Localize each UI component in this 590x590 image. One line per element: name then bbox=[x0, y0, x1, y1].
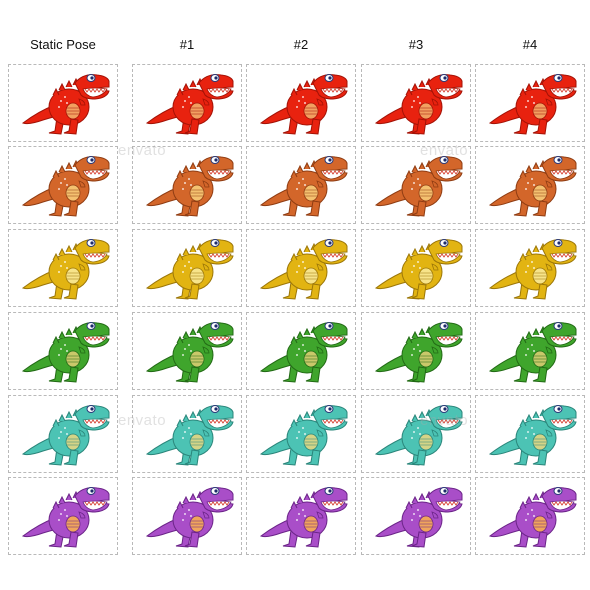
dino-sprite-orange-frame-1 bbox=[132, 146, 242, 224]
dino-sprite-yellow-frame-4 bbox=[475, 229, 585, 307]
dino-sprite-yellow-frame-2 bbox=[246, 229, 356, 307]
dino-sprite-teal-static bbox=[8, 395, 118, 473]
column-title-3: #3 bbox=[408, 37, 424, 52]
dino-sprite-green-frame-2 bbox=[246, 312, 356, 390]
watermark: envato bbox=[118, 142, 167, 159]
dino-sprite-purple-frame-3 bbox=[361, 477, 471, 555]
dino-sprite-red-frame-2 bbox=[246, 64, 356, 142]
dino-sprite-green-frame-1 bbox=[132, 312, 242, 390]
dino-sprite-green-static bbox=[8, 312, 118, 390]
column-headers: Static Pose #1 #2 #3 #4 bbox=[0, 37, 590, 55]
dino-sprite-yellow-frame-3 bbox=[361, 229, 471, 307]
dino-sprite-teal-frame-2 bbox=[246, 395, 356, 473]
dino-sprite-green-frame-3 bbox=[361, 312, 471, 390]
dino-sprite-purple-frame-1 bbox=[132, 477, 242, 555]
dino-sprite-orange-static bbox=[8, 146, 118, 224]
dino-sprite-teal-frame-4 bbox=[475, 395, 585, 473]
dino-sprite-red-frame-4 bbox=[475, 64, 585, 142]
watermark: envato bbox=[118, 412, 167, 429]
dino-sprite-red-frame-3 bbox=[361, 64, 471, 142]
column-title-1: #1 bbox=[179, 37, 195, 52]
dino-sprite-purple-frame-4 bbox=[475, 477, 585, 555]
dino-sprite-purple-frame-2 bbox=[246, 477, 356, 555]
dino-sprite-purple-static bbox=[8, 477, 118, 555]
dino-sprite-orange-frame-3 bbox=[361, 146, 471, 224]
dino-sprite-red-static bbox=[8, 64, 118, 142]
dino-sprite-yellow-static bbox=[8, 229, 118, 307]
dino-sprite-yellow-frame-1 bbox=[132, 229, 242, 307]
dino-sprite-orange-frame-2 bbox=[246, 146, 356, 224]
dino-sprite-green-frame-4 bbox=[475, 312, 585, 390]
dino-sprite-teal-frame-3 bbox=[361, 395, 471, 473]
watermark: envato bbox=[420, 412, 469, 429]
dino-sprite-red-frame-1 bbox=[132, 64, 242, 142]
column-title-static-pose: Static Pose bbox=[30, 37, 96, 52]
watermark: envato bbox=[420, 142, 469, 159]
dino-sprite-teal-frame-1 bbox=[132, 395, 242, 473]
dino-sprite-orange-frame-4 bbox=[475, 146, 585, 224]
column-title-2: #2 bbox=[293, 37, 309, 52]
column-title-4: #4 bbox=[522, 37, 538, 52]
